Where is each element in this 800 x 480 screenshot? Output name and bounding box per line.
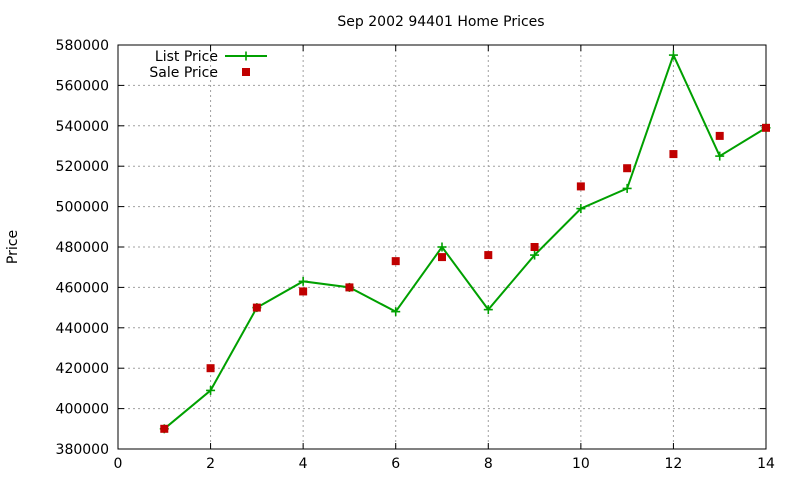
series-1 — [160, 123, 770, 433]
data-point — [530, 243, 539, 251]
y-tick-label: 420000 — [56, 361, 109, 377]
axis-ticks: 0 2 4 6 8 10 12 14 380000 400000 420000 440000 46000… — [56, 38, 775, 472]
plot-frame — [117, 44, 767, 450]
data-point — [206, 385, 216, 395]
data-point — [623, 164, 632, 173]
data-point — [576, 182, 585, 191]
data-point — [669, 150, 678, 159]
series-line — [163, 52, 767, 430]
data-point — [206, 364, 215, 373]
y-tick-label: 460000 — [56, 280, 109, 296]
data-point — [252, 303, 261, 312]
legend-marker — [241, 51, 251, 61]
data-point — [576, 204, 586, 214]
y-axis-label: Price — [5, 230, 21, 264]
data-point — [762, 123, 770, 132]
series-0 — [159, 50, 771, 434]
y-tick-label: 380000 — [56, 442, 109, 458]
y-tick-label: 540000 — [56, 119, 109, 135]
x-tick-label: 2 — [206, 456, 215, 472]
y-tick-label: 520000 — [56, 159, 109, 175]
y-tick-label: 400000 — [56, 402, 109, 418]
grid — [118, 45, 766, 449]
data-point — [391, 307, 401, 317]
x-tick-label: 12 — [665, 456, 683, 472]
x-tick-label: 6 — [391, 456, 400, 472]
x-tick-label: 8 — [484, 456, 493, 472]
legend-label: Sale Price — [149, 65, 218, 81]
data-point — [530, 250, 540, 260]
legend-marker — [242, 68, 250, 76]
data-point — [715, 131, 724, 140]
y-tick-label: 480000 — [56, 240, 109, 256]
x-tick-label: 14 — [757, 456, 775, 472]
data-point — [391, 257, 400, 266]
y-tick-label: 440000 — [56, 321, 109, 337]
data-point — [622, 183, 632, 193]
data-point — [437, 242, 447, 252]
y-tick-label: 560000 — [56, 78, 109, 94]
data-point — [345, 283, 354, 292]
data-point — [668, 50, 678, 60]
x-tick-label: 4 — [299, 456, 308, 472]
data-point — [483, 305, 493, 315]
data-point — [715, 151, 725, 161]
data-point — [299, 287, 308, 296]
x-tick-label: 10 — [572, 456, 590, 472]
data-point — [298, 276, 308, 286]
y-tick-label: 500000 — [56, 200, 109, 216]
legend-label: List Price — [155, 49, 218, 65]
chart-title: Sep 2002 94401 Home Prices — [337, 14, 544, 30]
y-tick-label: 580000 — [56, 38, 109, 54]
data-point — [438, 253, 446, 262]
x-tick-label: 0 — [114, 456, 123, 472]
data-point — [484, 251, 493, 260]
data-point — [160, 424, 169, 433]
series — [159, 50, 771, 434]
